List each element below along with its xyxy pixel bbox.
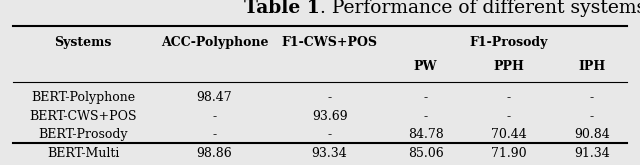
Text: IPH: IPH [579, 60, 605, 72]
Text: 71.90: 71.90 [491, 147, 527, 160]
Text: -: - [328, 91, 332, 104]
Text: 91.34: 91.34 [574, 147, 610, 160]
Text: -: - [424, 91, 428, 104]
Text: -: - [590, 91, 594, 104]
Text: -: - [507, 110, 511, 123]
Text: F1-CWS+POS: F1-CWS+POS [282, 36, 378, 49]
Text: 90.84: 90.84 [574, 128, 610, 141]
Text: -: - [328, 128, 332, 141]
Text: 84.78: 84.78 [408, 128, 444, 141]
Text: -: - [212, 128, 216, 141]
Text: 70.44: 70.44 [491, 128, 527, 141]
Text: BERT-CWS+POS: BERT-CWS+POS [29, 110, 137, 123]
Text: -: - [507, 91, 511, 104]
Text: 93.69: 93.69 [312, 110, 348, 123]
Text: 85.06: 85.06 [408, 147, 444, 160]
Text: BERT-Multi: BERT-Multi [47, 147, 120, 160]
Text: F1-Prosody: F1-Prosody [470, 36, 548, 49]
Text: -: - [212, 110, 216, 123]
Text: Systems: Systems [54, 36, 112, 49]
Text: BERT-Prosody: BERT-Prosody [38, 128, 128, 141]
Text: Table 1: Table 1 [244, 0, 320, 17]
Text: ACC-Polyphone: ACC-Polyphone [161, 36, 268, 49]
Text: BERT-Polyphone: BERT-Polyphone [31, 91, 135, 104]
Text: 98.47: 98.47 [196, 91, 232, 104]
Text: -: - [424, 110, 428, 123]
Text: PW: PW [414, 60, 437, 72]
Text: PPH: PPH [493, 60, 524, 72]
Text: -: - [590, 110, 594, 123]
Text: . Performance of different systems.: . Performance of different systems. [320, 0, 640, 17]
Text: 98.86: 98.86 [196, 147, 232, 160]
Text: 93.34: 93.34 [312, 147, 348, 160]
